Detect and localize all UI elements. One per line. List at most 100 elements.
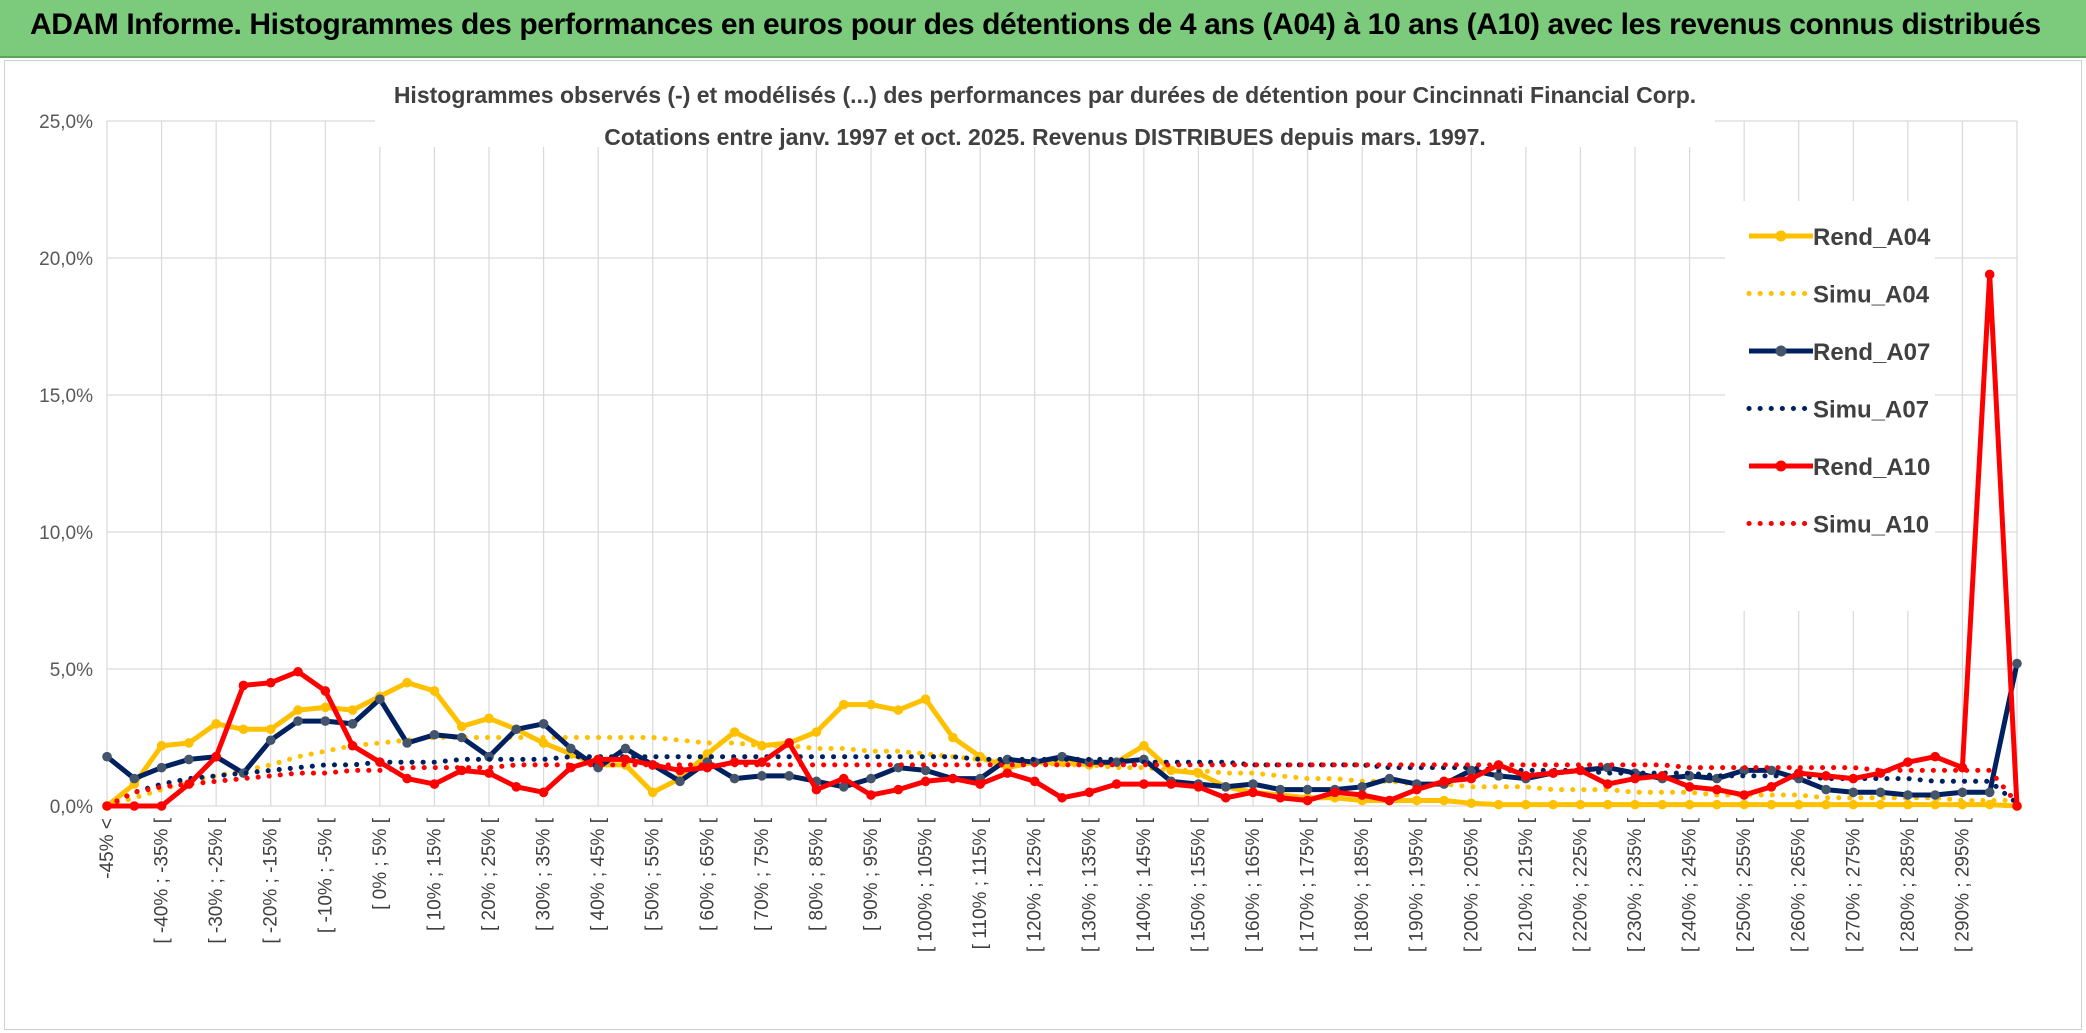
data-point bbox=[129, 801, 140, 811]
legend-label: Rend_A04 bbox=[1813, 224, 1931, 251]
x-tick-label: [ 200% ; 205% [ bbox=[1461, 817, 1482, 952]
x-tick-label: [ -30% ; -25% [ bbox=[206, 817, 227, 943]
x-tick-label: [ 140% ; 145% [ bbox=[1134, 817, 1155, 952]
data-point bbox=[1848, 787, 1859, 798]
data-point bbox=[1930, 751, 1940, 762]
report-title: ADAM Informe. Histogrammes des performan… bbox=[30, 8, 2041, 41]
chart-title: Histogrammes observés (-) et modélisés (… bbox=[394, 82, 1696, 108]
x-tick-label: [ 60% ; 65% [ bbox=[697, 817, 718, 931]
series-line bbox=[104, 754, 2020, 809]
legend-item: Simu_A04 bbox=[1746, 282, 1930, 309]
data-point bbox=[265, 677, 276, 688]
data-point bbox=[1466, 798, 1477, 809]
x-tick-label: [ 20% ; 25% [ bbox=[479, 817, 500, 931]
data-point bbox=[402, 677, 412, 688]
data-point bbox=[511, 724, 522, 735]
x-tick-label: [ 230% ; 235% [ bbox=[1625, 817, 1646, 952]
data-point bbox=[129, 773, 140, 784]
chart-subtitle: Cotations entre janv. 1997 et oct. 2025.… bbox=[604, 124, 1486, 150]
data-point bbox=[320, 686, 331, 696]
data-point bbox=[702, 762, 713, 773]
data-point bbox=[1330, 787, 1340, 798]
line-chart: 0,0% 5,0% 10,0% 15,0% 20,0% 25,0% Histogramme… bbox=[39, 77, 2022, 952]
series-simu-a07 bbox=[104, 754, 2020, 809]
x-tick-label: [ 170% ; 175% [ bbox=[1298, 817, 1319, 952]
data-point bbox=[293, 666, 303, 677]
data-point bbox=[1848, 773, 1859, 784]
x-tick-label: [ 220% ; 225% [ bbox=[1570, 817, 1591, 952]
data-point bbox=[975, 779, 985, 789]
data-point bbox=[1139, 740, 1149, 751]
data-point bbox=[429, 686, 440, 696]
data-point bbox=[1275, 792, 1286, 803]
series-simu-a04 bbox=[104, 735, 2020, 809]
data-point bbox=[1357, 782, 1367, 792]
data-point bbox=[838, 782, 849, 792]
data-point bbox=[811, 784, 822, 795]
data-point bbox=[265, 735, 276, 746]
data-point bbox=[920, 694, 931, 704]
data-point bbox=[1439, 776, 1449, 787]
legend-label: Rend_A07 bbox=[1813, 339, 1930, 366]
data-point bbox=[156, 762, 167, 773]
data-point bbox=[1630, 773, 1640, 784]
data-point bbox=[675, 765, 685, 776]
data-point bbox=[429, 779, 440, 789]
data-point bbox=[1875, 799, 1886, 810]
data-point bbox=[538, 738, 549, 748]
x-tick-label: [ 50% ; 55% [ bbox=[643, 817, 664, 931]
data-point bbox=[1684, 799, 1695, 810]
data-point bbox=[1602, 799, 1613, 810]
y-axis: 0,0% 5,0% 10,0% 15,0% 20,0% 25,0% bbox=[39, 112, 93, 818]
data-point bbox=[347, 740, 358, 751]
report-header: ADAM Informe. Histogrammes des performan… bbox=[0, 0, 2086, 58]
x-tick-label: [ -40% ; -35% [ bbox=[152, 817, 173, 943]
data-point bbox=[429, 729, 440, 740]
data-point bbox=[620, 754, 631, 765]
x-tick-label: [ 180% ; 185% [ bbox=[1352, 817, 1373, 952]
data-point bbox=[1275, 784, 1286, 795]
data-point bbox=[156, 740, 167, 751]
legend-item: Rend_A07 bbox=[1749, 339, 1930, 366]
data-point bbox=[1248, 787, 1258, 798]
y-tick-label: 20,0% bbox=[39, 249, 93, 270]
y-tick-label: 0,0% bbox=[50, 797, 93, 818]
data-point bbox=[320, 702, 331, 713]
data-point bbox=[1575, 765, 1586, 776]
legend-item: Rend_A10 bbox=[1749, 454, 1930, 481]
x-tick-label: [ 280% ; 285% [ bbox=[1898, 817, 1919, 952]
legend-marker bbox=[1775, 460, 1787, 472]
data-point bbox=[1166, 779, 1176, 789]
data-point bbox=[866, 790, 876, 800]
data-point bbox=[1084, 787, 1095, 798]
series bbox=[102, 269, 2022, 811]
series-line bbox=[104, 762, 2020, 809]
x-tick-label: [ 240% ; 245% [ bbox=[1680, 817, 1701, 952]
data-point bbox=[1548, 768, 1558, 778]
data-point bbox=[811, 727, 822, 737]
data-point bbox=[1575, 799, 1586, 810]
data-point bbox=[566, 743, 576, 754]
data-point bbox=[1903, 757, 1913, 767]
data-point bbox=[1357, 790, 1367, 800]
x-tick-label: [ 100% ; 105% [ bbox=[916, 817, 937, 952]
data-point bbox=[156, 801, 167, 811]
data-point bbox=[402, 773, 412, 784]
data-point bbox=[647, 760, 658, 770]
x-tick-label: [ 80% ; 85% [ bbox=[806, 817, 827, 931]
data-point bbox=[729, 773, 740, 784]
data-point bbox=[1657, 799, 1668, 810]
legend-marker bbox=[1775, 345, 1787, 357]
x-tick-label: [ -20% ; -15% [ bbox=[261, 817, 282, 943]
x-tick-label: [ 10% ; 15% [ bbox=[424, 817, 445, 931]
data-point bbox=[1821, 771, 1831, 781]
x-tick-label: [ 190% ; 195% [ bbox=[1407, 817, 1428, 952]
data-point bbox=[1984, 269, 1995, 280]
data-point bbox=[1793, 799, 1804, 810]
y-tick-label: 10,0% bbox=[39, 523, 93, 544]
data-point bbox=[1957, 787, 1968, 798]
legend-background bbox=[1725, 201, 1935, 611]
x-tick-label: [ 130% ; 135% [ bbox=[1079, 817, 1100, 952]
data-point bbox=[1029, 776, 1040, 787]
data-point bbox=[1302, 795, 1313, 806]
